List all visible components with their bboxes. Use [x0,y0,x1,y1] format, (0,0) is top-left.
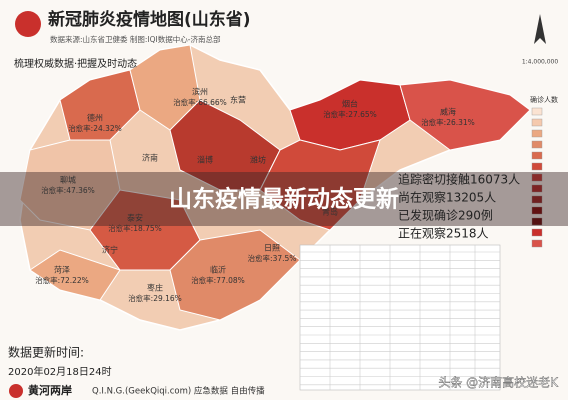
legend-swatch [531,118,543,127]
update-time: 2020年02月18日24时 [8,365,112,378]
region-shape [29,249,121,301]
region-name: 菏泽 [54,265,70,275]
legend-swatch [531,217,543,226]
region-name: 滨州 [192,87,208,97]
credit: Q.I.N.G.(GeekQiqi.com) 应急数据 自由传播 [92,386,265,397]
table-image [299,244,501,391]
region-name: 聊城 [60,176,76,185]
region-shape [259,139,381,231]
region-name: 临沂 [210,265,226,275]
title: 新冠肺炎疫情地图(山东省) [48,9,251,30]
region-rate: 治愈率:47.36% [41,185,95,195]
legend-swatch [531,195,543,204]
banner-band [0,172,568,226]
region-name: 枣庄 [147,283,163,293]
region-name: 淄博 [197,155,213,165]
stat: 正在观察2518人 [398,227,489,241]
region-rate: 治愈率:77.08% [191,275,245,285]
region-name: 青岛 [322,207,338,217]
region-name: 德州 [87,113,103,123]
region-name: 日照 [264,244,280,253]
region-rate: 治愈率:29.16% [128,293,182,303]
region-rate: 治愈率:37.5% [248,253,297,263]
legend-swatch [531,173,543,182]
source: 数据来源:山东省卫健委 制图:IQI数据中心-济南总部 [50,34,221,44]
region-shape [169,229,301,321]
scale: 1:4,000,000 [522,59,559,66]
region-rate: 治愈率:24.32% [68,123,122,133]
region-name: 潍坊 [250,155,266,165]
region-shape [169,99,281,191]
brand: 黄河两岸 [28,383,72,397]
legend-swatch [531,107,543,116]
region-name: 济宁 [102,245,118,255]
legend-swatch [531,140,543,149]
north-arrow [534,14,546,44]
region-rate: 治愈率:27.65% [323,109,377,119]
data-table [299,244,501,391]
region-name: 泰安 [127,213,143,223]
region-name: 威海 [440,107,456,117]
region-name: 东营 [230,95,246,105]
region-name: 烟台 [342,99,358,109]
watermark: 头条 @济南高校迷老K [438,375,559,390]
legend-swatch [531,162,543,171]
legend: 确诊人数 [530,95,558,248]
stat: 已发现确诊290例 [398,208,493,223]
stat: 追踪密切接触16073人 [398,172,520,187]
stat: 尚在观察13205人 [398,191,496,205]
brand-logo [9,384,23,398]
legend-swatch [531,129,543,138]
region-rate: 治愈率:18.75% [108,223,162,233]
legend-swatch [531,239,543,248]
logo [15,11,41,37]
slogan: 梳理权威数据·把握及时动态 [14,57,137,70]
banner-title: 山东疫情最新动态更新 [169,186,399,213]
legend-swatch [531,228,543,237]
region-rate: 治愈率:72.22% [35,275,89,285]
legend-swatch [531,184,543,193]
legend-title: 确诊人数 [530,95,558,104]
map-shapes [19,44,532,331]
update-label: 数据更新时间: [8,345,84,360]
legend-swatch [531,206,543,215]
region-rate: 治愈率:26.31% [421,117,475,127]
region-shape [399,79,531,151]
legend-swatch [531,151,543,160]
region-rate: 治愈率:66.66% [173,97,227,107]
region-name: 济南 [142,153,158,163]
